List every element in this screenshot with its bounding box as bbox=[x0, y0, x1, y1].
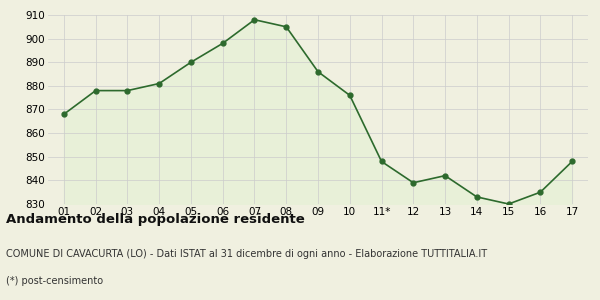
Text: COMUNE DI CAVACURTA (LO) - Dati ISTAT al 31 dicembre di ogni anno - Elaborazione: COMUNE DI CAVACURTA (LO) - Dati ISTAT al… bbox=[6, 249, 487, 259]
Text: (*) post-censimento: (*) post-censimento bbox=[6, 276, 103, 286]
Text: Andamento della popolazione residente: Andamento della popolazione residente bbox=[6, 213, 305, 226]
